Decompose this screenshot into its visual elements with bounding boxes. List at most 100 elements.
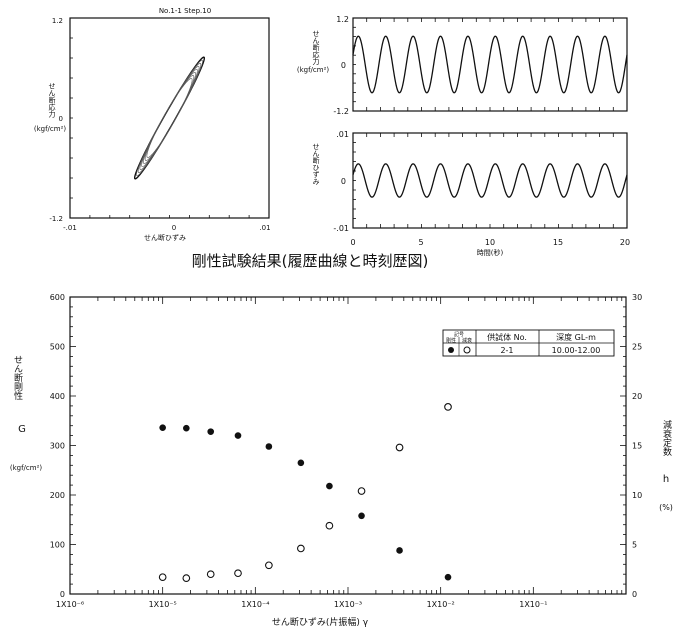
time-xtick-5: 5: [418, 238, 423, 247]
figure-caption: 剛性試験結果(履歴曲線と時刻歴図): [192, 252, 429, 270]
stiffness-point: [207, 428, 215, 435]
hysteresis-panel: No.1-1 Step.10 1.2 0 -1.2 -.01 0 .01 せん断…: [34, 7, 271, 242]
stress-time-series-line: [352, 35, 628, 94]
hysteresis-loop-curve: [136, 59, 203, 177]
stress-time-plot-frame: [352, 17, 628, 112]
stress-time-ytick-bottom: -1.2: [333, 107, 349, 116]
scatter-ytick-label-left: 300: [50, 442, 65, 451]
hysteresis-yunit: (kgf/cm²): [34, 125, 67, 133]
modulus-damping-panel: 1X10⁻⁶ 1X10⁻⁵ 1X10⁻⁴ 1X10⁻³ 1X10⁻² 1X10⁻¹0100…: [10, 293, 673, 628]
hysteresis-ytick-bottom: -1.2: [49, 215, 63, 223]
scatter-ylabel-left: せん断剛性: [12, 355, 23, 401]
hysteresis-plot-frame: [69, 17, 270, 219]
hysteresis-loop-curve: [144, 75, 195, 161]
hysteresis-ylabel: せん断応力: [48, 83, 56, 119]
scatter-xtick-label: 1X10⁻²: [427, 600, 455, 609]
damping-point: [357, 487, 366, 495]
scatter-ylabel-right-unit: (%): [659, 503, 673, 512]
scatter-ytick-label-right: 15: [632, 442, 642, 451]
time-xtick-0: 0: [350, 238, 355, 247]
hysteresis-ytick-top: 1.2: [52, 17, 63, 25]
legend-head-specimen: 供試体 No.: [487, 332, 527, 342]
scatter-ytick-label-left: 500: [50, 343, 65, 352]
strain-time-ytick-mid: 0: [341, 177, 346, 186]
hysteresis-loop-curve: [133, 56, 206, 180]
hysteresis-xtick-right: .01: [259, 224, 270, 232]
damping-point: [395, 443, 404, 452]
strain-time-ylabel: せん断ひずみ: [312, 143, 320, 185]
legend-head-symbol: 記号: [454, 331, 464, 338]
hysteresis-loop-curve: [146, 78, 193, 158]
stiffness-point: [183, 424, 190, 432]
scatter-xtick-label: 1X10⁻³: [334, 600, 362, 609]
damping-point: [265, 561, 273, 570]
strain-time-plot-frame: [352, 132, 628, 229]
scatter-ytick-label-left: 400: [50, 392, 65, 401]
legend-table: 記号 剛性 減衰 供試体 No. 深度 GL-m 2-1 10.00-12.00: [442, 329, 615, 357]
damping-point: [297, 544, 305, 553]
stiffness-point: [396, 547, 403, 554]
strain-time-panel: .01 0 -.01 せん断ひずみ 0 5 10 15 20 時間(秒): [312, 130, 630, 257]
scatter-ytick-label-right: 20: [632, 392, 642, 401]
damping-point: [234, 569, 242, 578]
strain-time-ytick-top: .01: [336, 130, 349, 139]
hysteresis-loop-curve: [137, 62, 202, 174]
scatter-xtick-label: 1X10⁻¹: [519, 600, 547, 609]
hysteresis-xlabel: せん断ひずみ: [144, 233, 186, 242]
stiffness-point: [358, 512, 365, 520]
time-xtick-15: 15: [553, 238, 563, 247]
hysteresis-loop-curve: [139, 66, 200, 170]
stiffness-point: [159, 424, 166, 431]
damping-point: [325, 521, 334, 530]
strain-time-series-line: [352, 163, 628, 198]
scatter-ytick-label-left: 600: [50, 293, 65, 302]
scatter-ytick-label-right: 25: [632, 343, 642, 352]
hysteresis-loop-curve: [143, 72, 196, 164]
scatter-xlabel: せん断ひずみ(片振幅) γ: [272, 616, 369, 628]
stiffness-point: [326, 482, 333, 490]
scatter-ytick-label-left: 200: [50, 491, 65, 500]
time-xlabel: 時間(秒): [477, 248, 504, 257]
scatter-ytick-label-right: 0: [632, 590, 637, 599]
scatter-xtick-label: 1X10⁻⁵: [149, 600, 177, 609]
stress-time-ytick-top: 1.2: [336, 15, 349, 24]
stress-time-yunit: (kgf/cm²): [297, 66, 330, 74]
scatter-xtick-label: 1X10⁻⁶: [56, 600, 84, 609]
scatter-ylabel-left-symbol: G: [18, 424, 26, 435]
scatter-ytick-label-right: 5: [632, 541, 637, 550]
damping-point: [206, 570, 215, 579]
damping-point: [444, 403, 452, 411]
legend-head-symbol-stiffness: 剛性: [446, 337, 456, 344]
stiffness-point: [444, 573, 452, 581]
stiffness-point: [297, 459, 305, 467]
stress-time-ytick-mid: 0: [341, 61, 346, 70]
hysteresis-loop-curve: [141, 69, 198, 167]
scatter-ytick-label-left: 100: [50, 541, 65, 550]
scatter-ytick-label-left: 0: [60, 590, 65, 599]
scatter-ytick-label-right: 30: [632, 293, 642, 302]
legend-head-depth: 深度 GL-m: [556, 332, 596, 342]
scatter-xtick-label: 1X10⁻⁴: [241, 600, 269, 609]
stiffness-point: [234, 432, 242, 439]
scatter-plot-frame: [69, 296, 627, 595]
legend-specimen-value: 2-1: [500, 346, 513, 355]
time-xtick-10: 10: [485, 238, 495, 247]
hysteresis-ytick-mid: 0: [59, 115, 63, 123]
hysteresis-xtick-left: -.01: [63, 224, 77, 232]
stiffness-point: [265, 443, 273, 450]
time-xtick-20: 20: [620, 238, 630, 247]
legend-depth-value: 10.00-12.00: [552, 346, 601, 355]
legend-marker-open: [463, 346, 471, 354]
scatter-ytick-label-right: 10: [632, 491, 642, 500]
scatter-ylabel-left-unit: (kgf/cm²): [10, 464, 43, 472]
scatter-ylabel-right: 減衰定数: [661, 419, 672, 457]
legend-head-symbol-damping: 減衰: [462, 337, 472, 344]
scatter-ylabel-right-symbol: h: [663, 474, 669, 485]
legend-marker-filled: [448, 347, 454, 353]
hysteresis-title: No.1-1 Step.10: [159, 7, 211, 15]
strain-time-ytick-bottom: -.01: [333, 224, 349, 233]
damping-point: [182, 574, 191, 583]
stress-time-ylabel: せん断応力: [312, 30, 320, 66]
stress-time-panel: 1.2 0 -1.2 せん断応力 (kgf/cm²): [297, 15, 628, 116]
